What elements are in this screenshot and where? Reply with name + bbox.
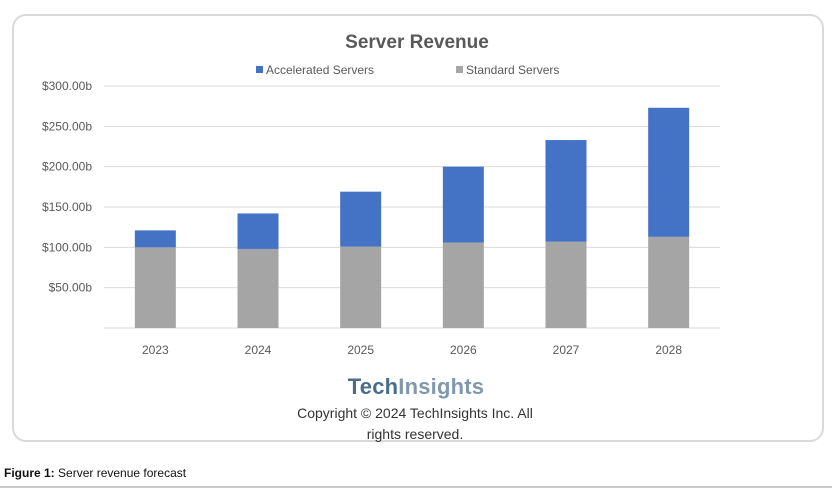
bar-accelerated-servers-2025 — [340, 191, 382, 247]
bar-standard-servers-2023 — [134, 247, 176, 328]
bar-accelerated-servers-2023 — [134, 230, 176, 248]
figure-caption: Figure 1: Server revenue forecast — [4, 466, 186, 480]
copyright-line-1: Copyright © 2024 TechInsights Inc. All — [297, 405, 533, 421]
y-tick-label: $250.00b — [42, 119, 92, 133]
copyright-line-2: rights reserved. — [366, 426, 464, 442]
x-tick-label: 2024 — [245, 343, 272, 357]
legend-swatch — [256, 66, 263, 73]
bar-accelerated-servers-2028 — [648, 107, 690, 237]
x-tick-label: 2023 — [142, 343, 169, 357]
server-revenue-chart: Server Revenue Accelerated Servers Standa… — [42, 32, 720, 357]
bar-standard-servers-2024 — [237, 248, 279, 328]
brand-part-2: Insights — [398, 374, 485, 399]
legend-label: Standard Servers — [466, 63, 559, 77]
x-tick-label: 2028 — [655, 343, 682, 357]
brand-part-1: Tech — [347, 374, 399, 399]
gridlines — [104, 85, 720, 329]
y-tick-label: $100.00b — [42, 240, 92, 254]
x-axis-ticks: 2023 2024 2025 2026 2027 2028 — [142, 343, 682, 357]
x-tick-label: 2027 — [553, 343, 580, 357]
caption-label: Figure 1: — [4, 466, 55, 480]
x-tick-label: 2025 — [347, 343, 374, 357]
bar-accelerated-servers-2027 — [545, 140, 587, 242]
bar-accelerated-servers-2026 — [442, 166, 484, 243]
chart-title: Server Revenue — [345, 32, 489, 53]
chart-legend: Accelerated Servers Standard Servers — [256, 63, 559, 77]
y-tick-label: $200.00b — [42, 160, 92, 174]
bottom-divider — [0, 486, 832, 488]
legend-swatch — [456, 66, 463, 73]
techinsights-logo: TechInsights — [0, 374, 832, 400]
y-axis-ticks: $50.00b $100.00b $150.00b $200.00b $250.00b $… — [42, 79, 92, 295]
y-tick-label: $300.00b — [42, 79, 92, 93]
copyright-notice: Copyright © 2024 TechInsights Inc. All r… — [270, 403, 560, 445]
bar-standard-servers-2025 — [340, 246, 382, 328]
bar-standard-servers-2026 — [442, 242, 484, 328]
x-tick-label: 2026 — [450, 343, 477, 357]
legend-label: Accelerated Servers — [266, 63, 374, 77]
y-tick-label: $50.00b — [49, 281, 93, 295]
bar-accelerated-servers-2024 — [237, 213, 279, 249]
bar-standard-servers-2028 — [648, 236, 690, 328]
bars — [134, 107, 690, 328]
bar-standard-servers-2027 — [545, 241, 587, 328]
caption-text: Server revenue forecast — [58, 466, 187, 480]
y-tick-label: $150.00b — [42, 200, 92, 214]
